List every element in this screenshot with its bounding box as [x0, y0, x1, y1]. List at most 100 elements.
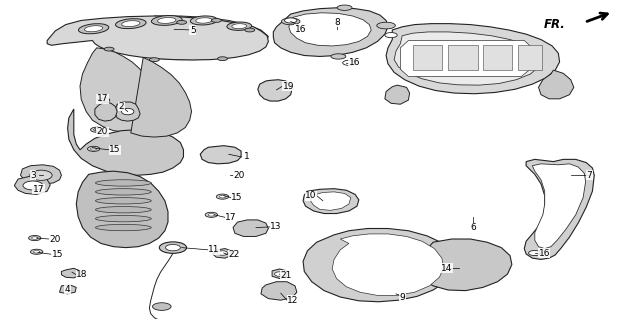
- Polygon shape: [200, 146, 241, 164]
- Text: 20: 20: [233, 171, 245, 180]
- Ellipse shape: [100, 98, 110, 102]
- Ellipse shape: [219, 196, 225, 198]
- Text: 18: 18: [76, 270, 88, 279]
- Polygon shape: [417, 239, 512, 291]
- Text: 14: 14: [441, 264, 453, 273]
- Text: 16: 16: [349, 58, 360, 67]
- Ellipse shape: [91, 148, 97, 150]
- Polygon shape: [394, 32, 541, 85]
- Ellipse shape: [96, 206, 152, 213]
- Text: 20: 20: [97, 127, 108, 136]
- Polygon shape: [120, 16, 268, 60]
- Ellipse shape: [84, 26, 102, 32]
- Polygon shape: [303, 228, 456, 302]
- Text: 16: 16: [538, 249, 550, 258]
- Ellipse shape: [96, 224, 152, 231]
- Text: 3: 3: [30, 171, 36, 180]
- Text: 20: 20: [49, 235, 60, 244]
- Polygon shape: [68, 109, 183, 175]
- Ellipse shape: [166, 244, 180, 251]
- Polygon shape: [14, 177, 50, 195]
- Polygon shape: [273, 8, 388, 56]
- Polygon shape: [401, 41, 532, 76]
- Polygon shape: [524, 159, 594, 260]
- Ellipse shape: [196, 18, 212, 23]
- Ellipse shape: [331, 54, 346, 59]
- Ellipse shape: [217, 251, 227, 255]
- Ellipse shape: [158, 18, 176, 23]
- Text: 15: 15: [109, 145, 120, 154]
- Text: 17: 17: [97, 94, 108, 103]
- Ellipse shape: [208, 213, 214, 216]
- Text: 22: 22: [229, 251, 240, 260]
- Ellipse shape: [153, 303, 171, 310]
- Text: FR.: FR.: [544, 18, 566, 31]
- Text: 15: 15: [52, 250, 63, 259]
- Polygon shape: [272, 269, 287, 278]
- Ellipse shape: [32, 237, 38, 239]
- Text: 17: 17: [225, 213, 237, 222]
- Polygon shape: [47, 16, 268, 60]
- Text: 19: 19: [283, 82, 294, 91]
- Text: 11: 11: [208, 245, 220, 254]
- Text: 4: 4: [65, 284, 70, 293]
- Text: 16: 16: [294, 25, 306, 34]
- Ellipse shape: [104, 47, 114, 51]
- Ellipse shape: [23, 181, 43, 190]
- Text: 6: 6: [470, 223, 476, 232]
- Ellipse shape: [96, 189, 152, 195]
- Ellipse shape: [245, 28, 255, 32]
- Ellipse shape: [30, 170, 52, 180]
- Polygon shape: [212, 249, 231, 258]
- Polygon shape: [76, 171, 168, 248]
- Polygon shape: [131, 57, 191, 137]
- Ellipse shape: [91, 127, 103, 132]
- Polygon shape: [310, 192, 351, 210]
- Ellipse shape: [211, 19, 221, 22]
- Ellipse shape: [122, 21, 140, 27]
- Ellipse shape: [216, 194, 229, 199]
- Ellipse shape: [217, 57, 227, 60]
- Polygon shape: [289, 13, 371, 46]
- Ellipse shape: [150, 58, 160, 61]
- Ellipse shape: [385, 33, 397, 38]
- Text: 9: 9: [399, 292, 405, 301]
- Polygon shape: [518, 45, 542, 70]
- Polygon shape: [116, 102, 140, 121]
- Ellipse shape: [94, 128, 100, 131]
- Polygon shape: [261, 282, 297, 300]
- Polygon shape: [448, 45, 478, 70]
- Polygon shape: [386, 24, 560, 94]
- Polygon shape: [20, 165, 61, 184]
- Ellipse shape: [102, 99, 107, 101]
- Polygon shape: [233, 220, 268, 236]
- Ellipse shape: [337, 5, 352, 10]
- Polygon shape: [303, 189, 359, 213]
- Text: 2: 2: [119, 102, 124, 111]
- Ellipse shape: [160, 242, 186, 253]
- Ellipse shape: [284, 18, 297, 23]
- Ellipse shape: [343, 60, 355, 65]
- Text: 10: 10: [305, 191, 317, 200]
- Polygon shape: [532, 164, 586, 249]
- Ellipse shape: [232, 24, 247, 29]
- Polygon shape: [95, 102, 117, 121]
- Ellipse shape: [377, 22, 396, 29]
- Ellipse shape: [30, 249, 43, 254]
- Text: 21: 21: [281, 271, 292, 280]
- Ellipse shape: [96, 180, 152, 186]
- Polygon shape: [61, 268, 80, 278]
- Text: 13: 13: [270, 222, 282, 231]
- Polygon shape: [413, 45, 443, 70]
- Text: 7: 7: [586, 171, 592, 180]
- Text: 8: 8: [334, 18, 340, 27]
- Ellipse shape: [29, 236, 41, 241]
- Ellipse shape: [34, 251, 40, 253]
- Ellipse shape: [227, 22, 252, 30]
- Polygon shape: [80, 48, 156, 132]
- Text: 1: 1: [243, 152, 250, 161]
- Text: 5: 5: [190, 26, 196, 35]
- Ellipse shape: [88, 146, 100, 151]
- Ellipse shape: [176, 20, 186, 24]
- Ellipse shape: [528, 251, 541, 256]
